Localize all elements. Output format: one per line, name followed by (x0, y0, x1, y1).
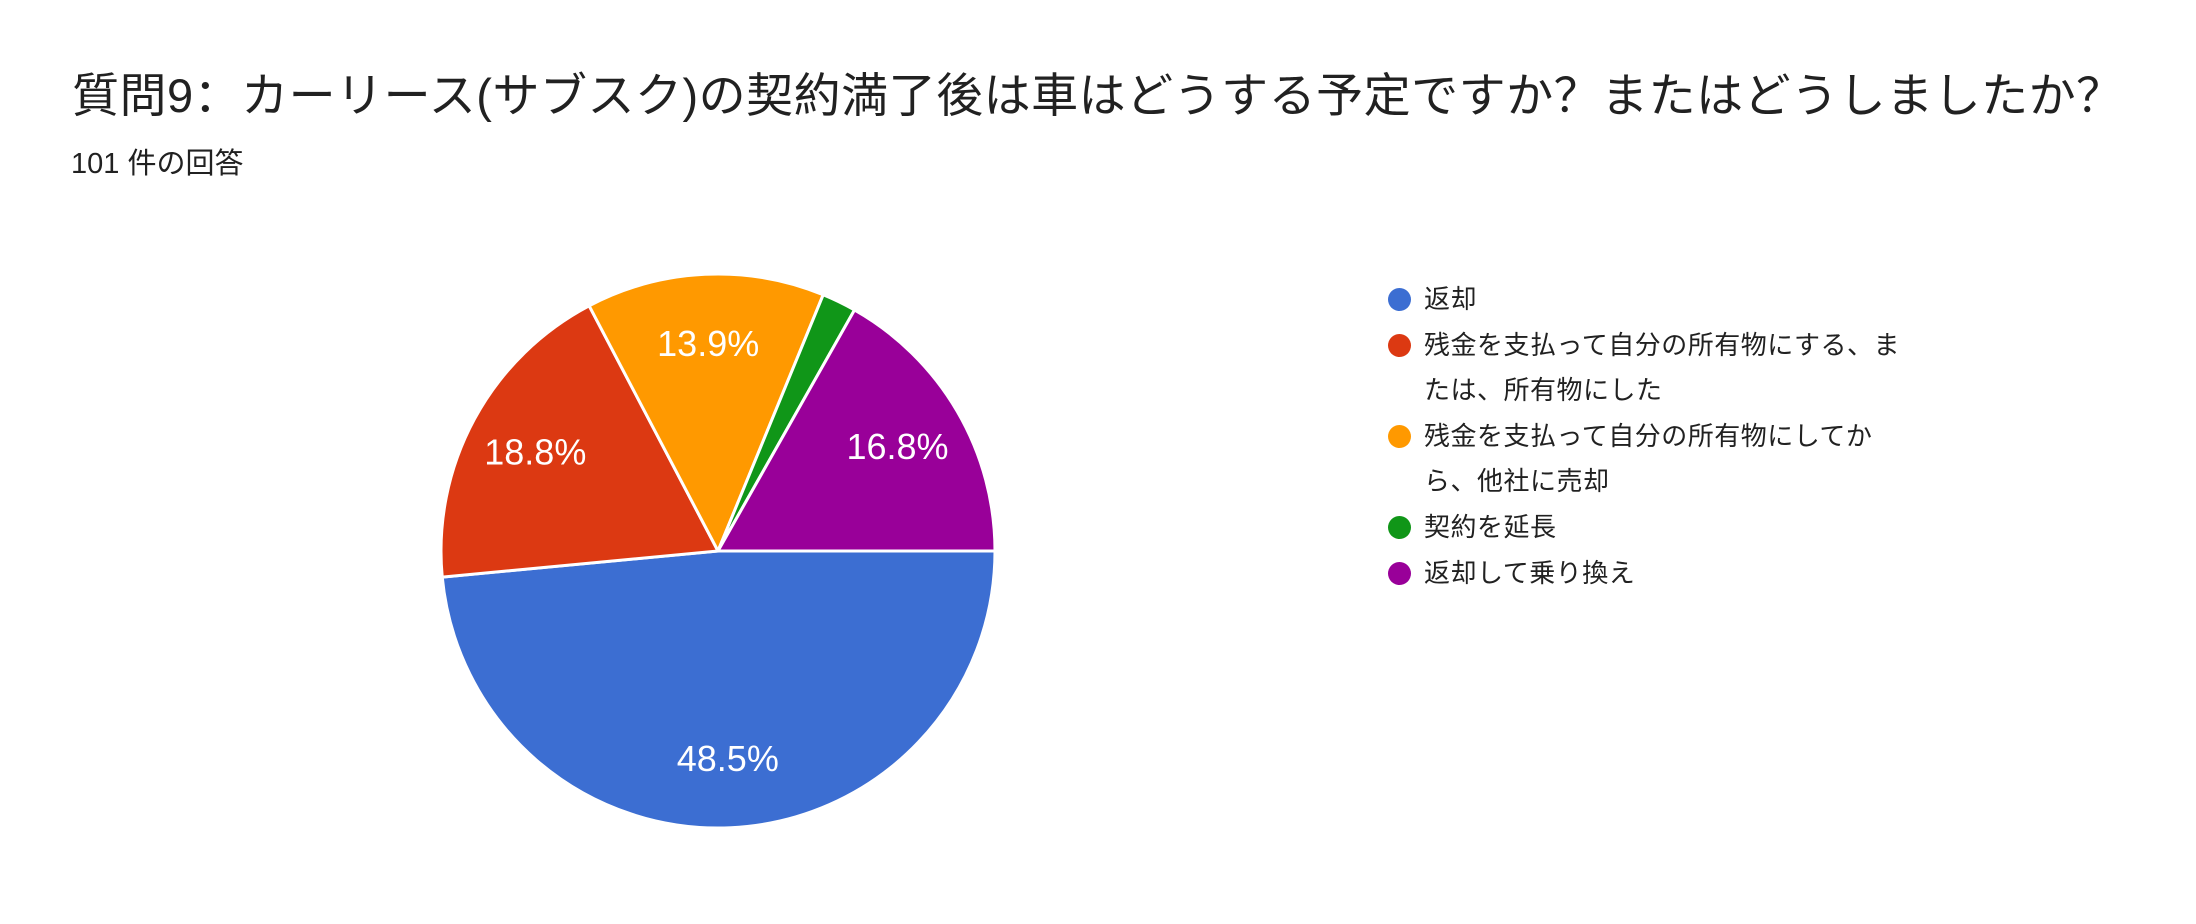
legend-item-label: 返却して乗り換え (1424, 558, 1636, 588)
pie-slice-label: 13.9% (657, 323, 759, 364)
legend-item: 返却して乗り換え (1388, 551, 1988, 596)
legend-item-label: 残金を支払って自分の所有物にする、ま たは、所有物にした (1424, 330, 1900, 405)
response-count: 101 件の回答 (71, 148, 244, 180)
pie-slice (440, 549, 997, 830)
legend-color-dot (1388, 562, 1411, 585)
pie-slice (587, 272, 825, 553)
legend-item: 返却 (1388, 277, 1988, 322)
legend-item-label: 契約を延長 (1424, 512, 1557, 542)
pie-chart: 48.5% 18.8% 13.9% 16.8% (439, 272, 997, 830)
legend-color-dot (1388, 288, 1411, 311)
legend-item-label: 残金を支払って自分の所有物にしてか ら、他社に売却 (1424, 421, 1873, 496)
pie-slice (439, 304, 720, 579)
legend-item: 残金を支払って自分の所有物にしてか ら、他社に売却 (1388, 414, 1988, 504)
pie-slice (716, 308, 997, 553)
chart-legend: 返却残金を支払って自分の所有物にする、ま たは、所有物にした 残金を支払って自分の所… (1388, 277, 1988, 597)
legend-item: 契約を延長 (1388, 505, 1988, 550)
legend-color-dot (1388, 425, 1411, 448)
legend-item-label: 返却 (1424, 284, 1478, 314)
question-title: 質問9：カーリース(サブスク)の契約満了後は車はどうする予定ですか？またはどうし… (72, 69, 2124, 122)
pie-slice-label: 16.8% (846, 426, 948, 467)
pie-slice-label: 18.8% (484, 432, 586, 473)
legend-color-dot (1388, 334, 1411, 357)
pie-slice-label: 48.5% (677, 738, 779, 779)
legend-color-dot (1388, 516, 1411, 539)
legend-item: 残金を支払って自分の所有物にする、ま たは、所有物にした (1388, 323, 1988, 413)
